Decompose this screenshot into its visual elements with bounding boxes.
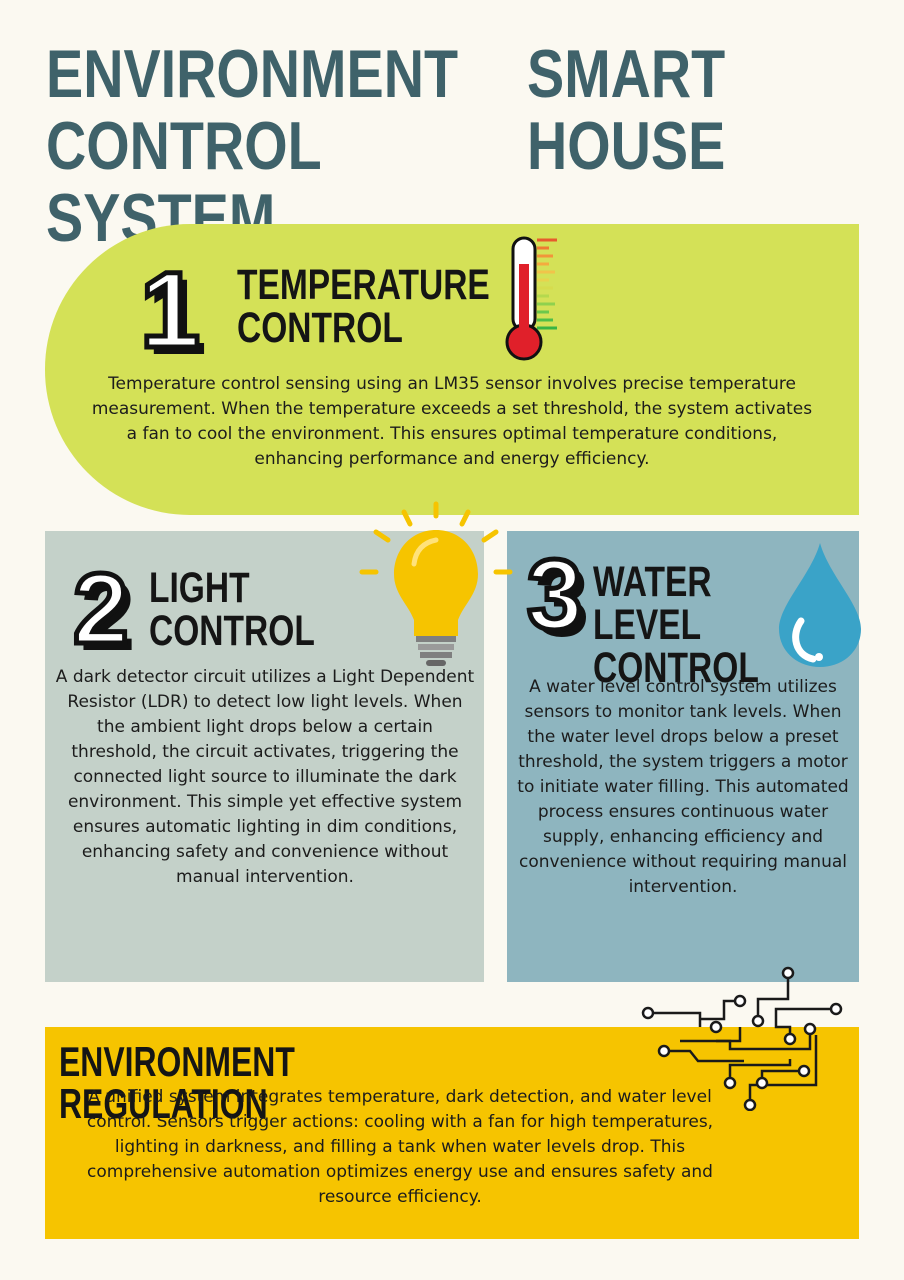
circuit-icon: [641, 966, 843, 1111]
water-drop-icon: [779, 543, 861, 667]
thermometer-icon: [505, 236, 557, 361]
light-description: A dark detector circuit utilizes a Light…: [55, 667, 475, 887]
main-title: ENVIRONMENT CONTROL SYSTEM: [46, 36, 459, 256]
temperature-description: Temperature control sensing using an LM3…: [91, 374, 813, 469]
regulation-description: A unified system integrates temperature,…: [86, 1087, 714, 1207]
light-bulb-icon: [359, 501, 513, 666]
water-heading: WATER LEVEL CONTROL: [593, 558, 759, 692]
temperature-heading: TEMPERATURE CONTROL: [237, 261, 490, 352]
regulation-heading: ENVIRONMENT REGULATION: [59, 1038, 295, 1127]
section-number-3: 3: [525, 539, 586, 651]
section-number-1: 1: [137, 249, 202, 370]
water-description: A water level control system utilizes se…: [517, 677, 849, 897]
regulation-section: ENVIRONMENT REGULATION A unified system …: [45, 1027, 859, 1239]
light-heading: LIGHT CONTROL: [149, 564, 315, 655]
section-number-2: 2: [71, 553, 132, 665]
water-section: 3 WATER LEVEL CONTROL A water level cont…: [507, 531, 861, 982]
subtitle-smart-house: SMART HOUSE: [527, 36, 726, 184]
temperature-section: 1 TEMPERATURE CONTROL Temperature contro…: [45, 224, 859, 515]
